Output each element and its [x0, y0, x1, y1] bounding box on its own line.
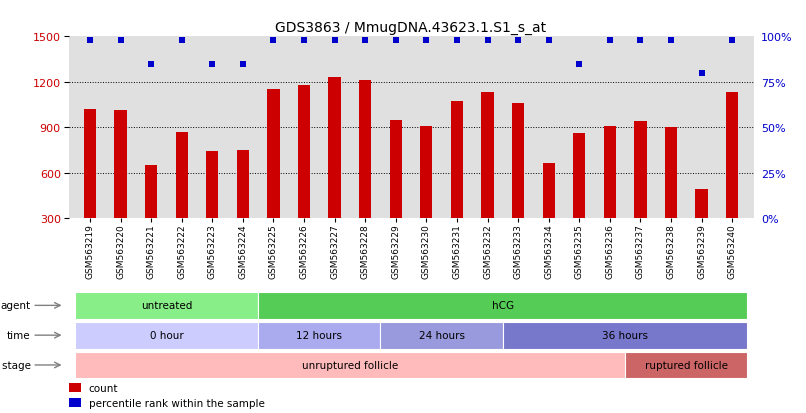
Bar [634, 122, 646, 218]
Bar [512, 104, 524, 218]
Bar [206, 152, 218, 218]
Point [206, 61, 218, 68]
Bar [69, 398, 81, 407]
Point [634, 38, 647, 44]
Bar [359, 81, 372, 218]
Bar [75, 292, 258, 319]
Point [236, 61, 249, 68]
Point [359, 38, 372, 44]
Point [84, 38, 97, 44]
Text: development stage: development stage [0, 360, 31, 370]
Text: 0 hour: 0 hour [149, 330, 183, 340]
Point [604, 38, 617, 44]
Text: ruptured follicle: ruptured follicle [645, 360, 728, 370]
Point [665, 38, 678, 44]
Text: agent: agent [1, 301, 31, 311]
Text: 36 hours: 36 hours [602, 330, 648, 340]
Bar [481, 93, 493, 218]
Bar [75, 352, 625, 378]
Text: 12 hours: 12 hours [297, 330, 343, 340]
Bar [380, 322, 503, 349]
Bar [573, 134, 585, 218]
Bar [665, 128, 677, 218]
Bar [451, 102, 463, 218]
Text: hCG: hCG [492, 301, 514, 311]
Bar [503, 322, 747, 349]
Bar [258, 292, 747, 319]
Point [695, 70, 708, 77]
Point [725, 38, 738, 44]
Text: percentile rank within the sample: percentile rank within the sample [89, 398, 264, 408]
Point [267, 38, 280, 44]
Text: time: time [7, 330, 31, 340]
Bar [75, 322, 258, 349]
Point [573, 61, 586, 68]
Bar [237, 150, 249, 218]
Title: GDS3863 / MmugDNA.43623.1.S1_s_at: GDS3863 / MmugDNA.43623.1.S1_s_at [276, 21, 546, 35]
Point [451, 38, 463, 44]
Bar [389, 120, 402, 218]
Point [328, 38, 341, 44]
Text: unruptured follicle: unruptured follicle [301, 360, 398, 370]
Bar [258, 322, 380, 349]
Point [175, 38, 188, 44]
Point [542, 38, 555, 44]
Bar [84, 110, 96, 218]
Bar [176, 132, 188, 218]
Bar [69, 383, 81, 392]
Point [420, 38, 433, 44]
Point [114, 38, 127, 44]
Bar [542, 164, 555, 218]
Point [297, 38, 310, 44]
Bar [604, 126, 616, 218]
Bar [625, 352, 747, 378]
Text: untreated: untreated [141, 301, 192, 311]
Bar [145, 166, 157, 218]
Bar [696, 190, 708, 218]
Point [389, 38, 402, 44]
Bar [726, 93, 738, 218]
Point [512, 38, 525, 44]
Bar [268, 90, 280, 218]
Text: count: count [89, 383, 118, 393]
Point [144, 61, 157, 68]
Bar [420, 126, 433, 218]
Point [481, 38, 494, 44]
Bar [114, 111, 127, 218]
Bar [298, 85, 310, 218]
Bar [329, 78, 341, 218]
Text: 24 hours: 24 hours [418, 330, 464, 340]
